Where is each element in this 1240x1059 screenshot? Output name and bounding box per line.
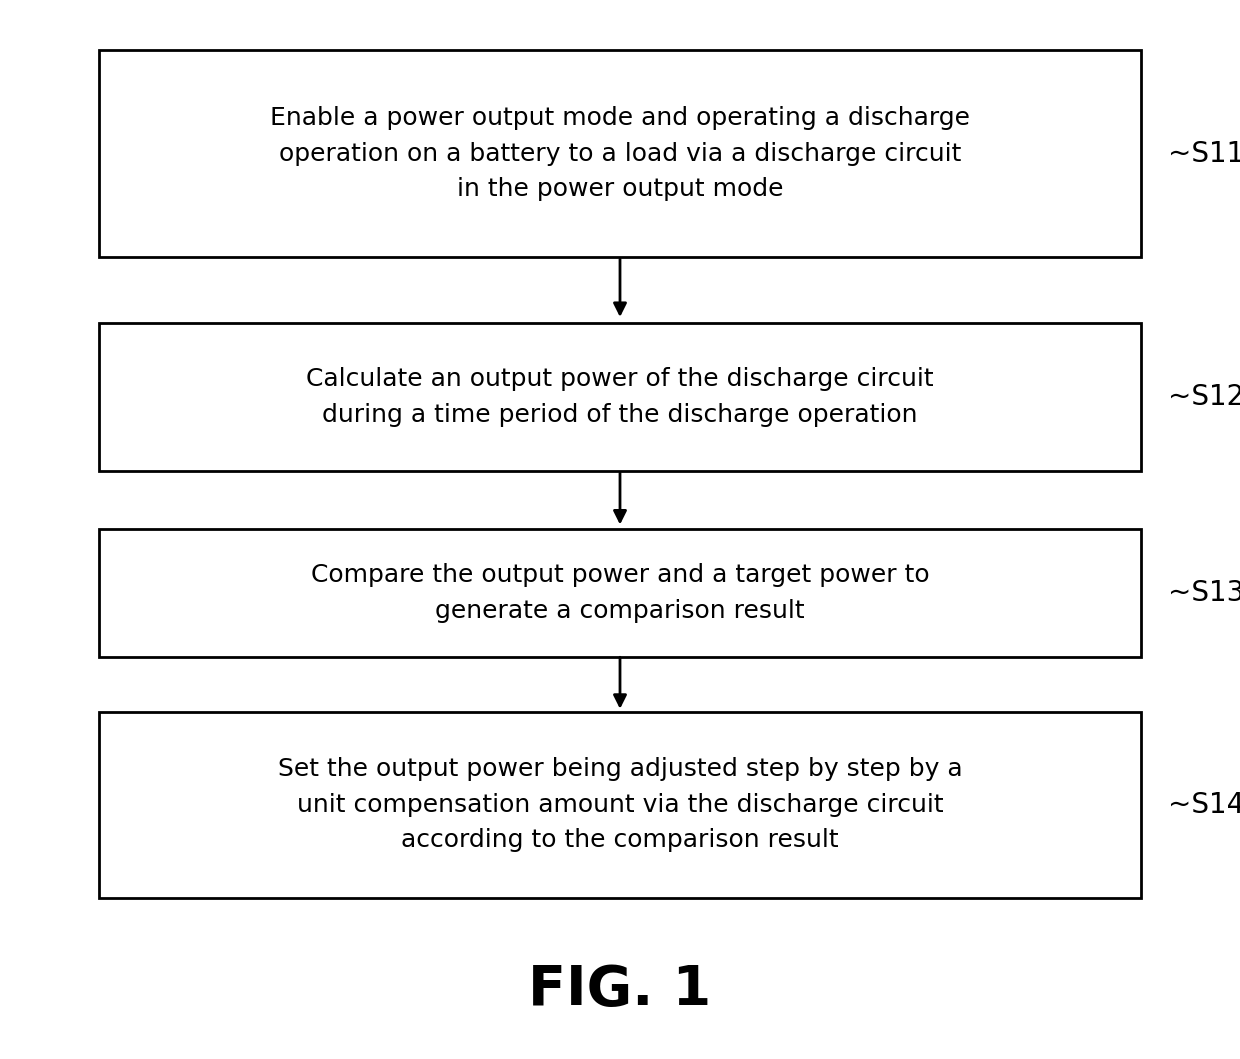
Text: Calculate an output power of the discharge circuit
during a time period of the d: Calculate an output power of the dischar… [306,367,934,427]
Bar [99,530,1141,657]
Text: ~S130: ~S130 [1168,579,1240,607]
Text: Compare the output power and a target power to
generate a comparison result: Compare the output power and a target po… [311,563,929,623]
Text: ~S120: ~S120 [1168,383,1240,411]
Text: ~S140: ~S140 [1168,791,1240,819]
Text: Enable a power output mode and operating a discharge
operation on a battery to a: Enable a power output mode and operating… [270,106,970,201]
Bar [99,323,1141,471]
Text: Set the output power being adjusted step by step by a
unit compensation amount v: Set the output power being adjusted step… [278,757,962,852]
Text: ~S110: ~S110 [1168,140,1240,167]
Bar [99,712,1141,898]
Bar [99,50,1141,256]
Text: FIG. 1: FIG. 1 [528,964,712,1017]
